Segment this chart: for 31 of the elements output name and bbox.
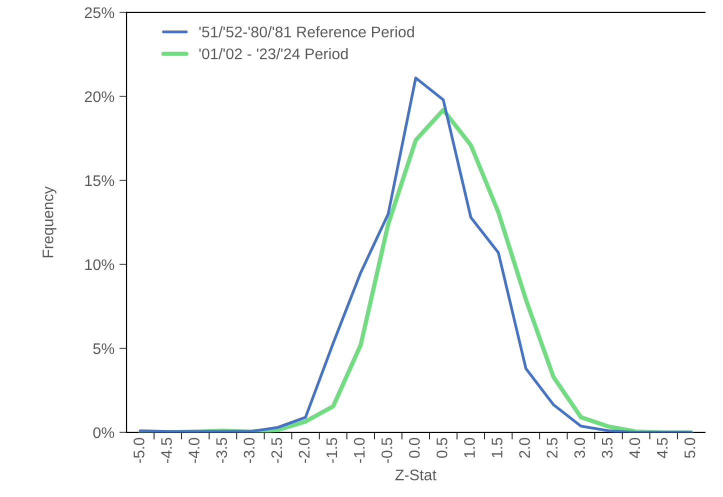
x-tick-label: 3.5: [602, 438, 613, 458]
y-tick-label: 0%: [93, 427, 114, 438]
x-tick-label: -2.5: [271, 438, 282, 463]
x-tick-label: -0.5: [381, 438, 392, 463]
y-tick-label: 20%: [84, 91, 114, 102]
x-tick-label: -1.0: [354, 438, 365, 463]
x-tick-label: 2.5: [546, 438, 558, 458]
x-axis-title: Z-Stat: [395, 470, 436, 480]
x-tick-label: -3.5: [216, 438, 228, 463]
x-tick-label: -1.5: [326, 438, 338, 463]
y-axis-title: Frequency: [42, 186, 56, 258]
x-tick-label: 1.0: [464, 438, 475, 458]
legend-label: '51/'52-'80/'81 Reference Period: [199, 26, 414, 38]
x-tick-label: -3.0: [244, 438, 255, 463]
x-tick-label: 0.0: [409, 438, 420, 458]
legend-label: '01/'02 - '23/'24 Period: [199, 48, 348, 60]
x-tick-label: 2.0: [519, 438, 530, 458]
x-tick-label: -5.0: [134, 438, 144, 463]
x-tick-label: -2.0: [298, 438, 310, 463]
x-tick-label: 4.5: [657, 438, 668, 458]
x-tick-label: 3.0: [574, 438, 586, 458]
y-tick-label: 25%: [84, 7, 114, 18]
x-tick-label: -4.0: [188, 438, 200, 463]
y-tick-label: 5%: [93, 343, 114, 354]
x-tick-label: -4.5: [161, 438, 172, 463]
x-tick-label: 1.5: [492, 438, 502, 458]
x-tick-label: 5.0: [684, 438, 696, 458]
y-tick-label: 15%: [85, 175, 114, 186]
y-tick-label: 10%: [85, 259, 114, 270]
x-tick-label: 4.0: [629, 438, 640, 458]
x-tick-label: 0.5: [436, 438, 448, 458]
